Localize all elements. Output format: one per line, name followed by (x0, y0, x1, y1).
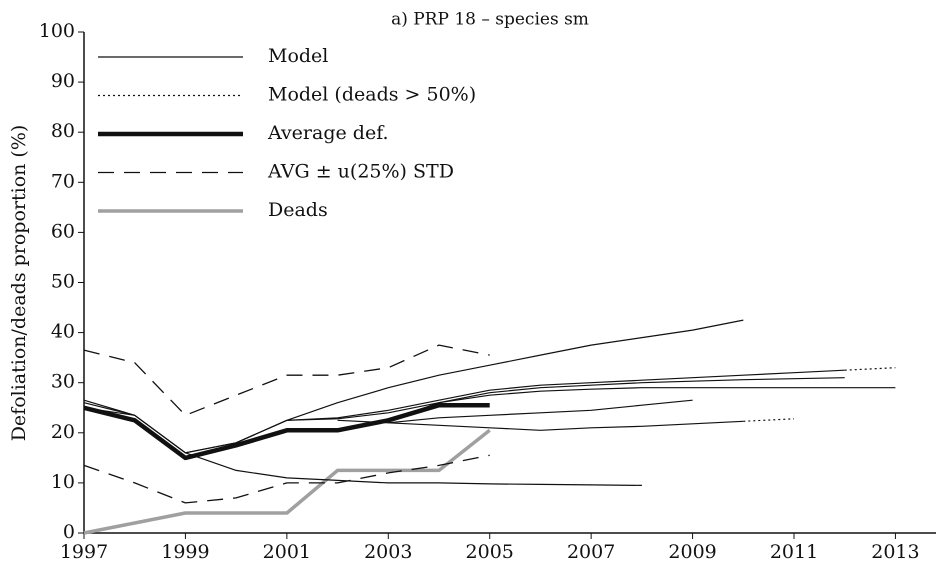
y-tick-label: 90 (51, 70, 75, 92)
x-tick-label: 2011 (770, 541, 818, 563)
x-tick-label: 2013 (871, 541, 919, 563)
series-line (286, 377, 845, 421)
series-line (83, 344, 490, 416)
series-line (388, 420, 744, 431)
y-tick-label: 80 (51, 120, 75, 142)
legend-label: Average def. (267, 122, 389, 144)
y-tick-label: 40 (51, 321, 75, 343)
y-axis-label: Defoliation/deads proportion (%) (8, 125, 30, 442)
y-tick-label: 20 (51, 421, 75, 443)
series-line (388, 387, 896, 421)
series-line (83, 428, 491, 535)
series-line (337, 399, 693, 424)
chart-title: a) PRP 18 – species sm (391, 10, 589, 30)
x-tick-label: 2003 (364, 541, 412, 563)
legend-label: AVG ± u(25%) STD (267, 161, 454, 183)
y-tick-label: 100 (39, 20, 75, 42)
x-tick-label: 1999 (161, 541, 209, 563)
x-tick-label: 2007 (567, 541, 615, 563)
series-line (83, 319, 744, 454)
series-line (83, 454, 490, 504)
series-line (83, 369, 845, 454)
x-tick-label: 2001 (263, 541, 311, 563)
series-line (83, 402, 490, 461)
y-tick-label: 70 (51, 170, 75, 192)
series-line (844, 367, 896, 371)
y-tick-label: 30 (51, 371, 75, 393)
series-line (83, 407, 642, 486)
x-tick-label: 1997 (60, 541, 108, 563)
y-tick-label: 60 (51, 220, 75, 242)
legend-label: Deads (268, 199, 328, 221)
legend-label: Model (268, 45, 328, 67)
y-tick-label: 10 (51, 471, 75, 493)
x-tick-label: 2005 (466, 541, 514, 563)
legend-label: Model (deads > 50%) (268, 84, 476, 106)
x-tick-label: 2009 (668, 541, 716, 563)
y-tick-label: 50 (51, 271, 75, 293)
series-line (743, 418, 795, 422)
y-tick-label: 0 (63, 521, 75, 543)
